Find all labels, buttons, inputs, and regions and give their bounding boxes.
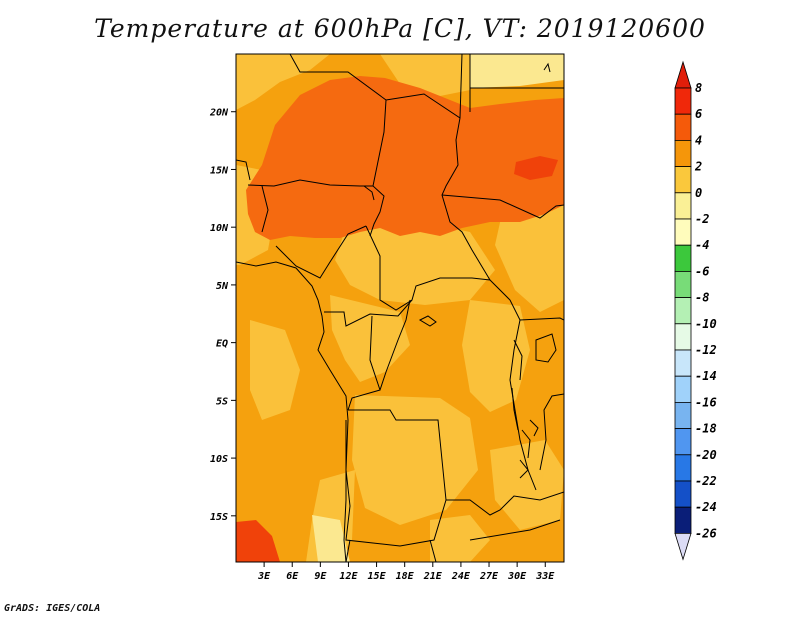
colorbar-swatch <box>674 297 692 325</box>
colorbar-swatch <box>674 375 692 403</box>
colorbar-label: -16 <box>695 395 717 409</box>
colorbar-swatch <box>674 323 692 351</box>
colorbar-swatch <box>674 480 692 508</box>
longitude-labels: 3E 6E 9E 12E 15E 18E 21E 24E 27E 30E 33E <box>257 571 555 582</box>
colorbar-swatch <box>674 87 692 115</box>
colorbar-label: -22 <box>695 474 717 488</box>
grads-credit: GrADS: IGES/COLA <box>4 603 101 614</box>
colorbar-label: -4 <box>695 238 709 252</box>
coastlines <box>236 62 557 562</box>
colorbar-label: 2 <box>694 160 702 174</box>
lon-label: 33E <box>535 571 555 582</box>
colorbar-swatch <box>674 506 692 534</box>
field-6to8-regions <box>236 156 558 562</box>
lon-label: 24E <box>451 571 471 582</box>
colorbar-swatch <box>674 401 692 429</box>
axis-ticks <box>231 111 546 567</box>
colorbar-label: -8 <box>695 291 709 305</box>
colorbar-label: 8 <box>695 81 702 95</box>
map-frame <box>235 53 565 563</box>
colorbar: 8 6 4 2 0 -2 -4 -6 -8 -10 -12 -14 -16 -18 -20 -22 -24 -26 <box>674 60 717 561</box>
colorbar-swatch <box>674 113 692 141</box>
lon-label: 6E <box>286 571 299 582</box>
colorbar-top-arrow <box>674 60 692 89</box>
lat-label: 10N <box>210 223 229 234</box>
colorbar-swatch <box>674 166 692 194</box>
colorbar-label: 4 <box>695 133 702 147</box>
colorbar-label: -10 <box>695 317 717 331</box>
colorbar-swatch <box>674 139 692 167</box>
lon-label: 12E <box>339 571 358 582</box>
lon-label: 30E <box>507 571 527 582</box>
colorbar-swatch <box>674 270 692 298</box>
colorbar-label: -6 <box>695 264 709 278</box>
colorbar-label: -2 <box>695 212 709 226</box>
field-neg2to0-regions <box>312 54 564 562</box>
colorbar-swatch <box>674 349 692 377</box>
colorbar-label: -14 <box>695 369 717 383</box>
colorbar-swatch <box>674 428 692 456</box>
lat-label: EQ <box>216 339 228 350</box>
lon-label: 21E <box>423 571 443 582</box>
lat-label: 10S <box>210 454 228 465</box>
colorbar-swatch <box>674 218 692 246</box>
lat-label: 5N <box>216 281 229 292</box>
colorbar-label: -20 <box>695 448 717 462</box>
colorbar-bottom-arrow <box>674 533 692 561</box>
lon-label: 3E <box>257 571 271 582</box>
lat-label: 15S <box>210 512 228 523</box>
colorbar-swatch <box>674 192 692 220</box>
lat-label: 15N <box>210 165 229 176</box>
map-title: Temperature at 600hPa [C], VT: 201912060… <box>94 14 706 43</box>
lon-label: 15E <box>368 571 387 582</box>
colorbar-swatch <box>674 454 692 482</box>
lon-label: 27E <box>479 571 499 582</box>
colorbar-label: -18 <box>695 422 717 436</box>
lon-label: 18E <box>396 571 415 582</box>
colorbar-label: -26 <box>695 526 717 540</box>
lat-label: 5S <box>216 396 228 407</box>
colorbar-label: 0 <box>695 186 702 200</box>
colorbar-label: -24 <box>695 500 717 514</box>
field-0to2-regions <box>236 54 564 562</box>
latitude-labels: 20N 15N 10N 5N EQ 5S 10S 15S <box>209 108 229 523</box>
colorbar-label: -12 <box>695 343 717 357</box>
colorbar-swatch <box>674 244 692 272</box>
lat-label: 20N <box>209 108 229 119</box>
lon-label: 9E <box>314 571 327 582</box>
colorbar-label: 6 <box>695 107 702 121</box>
